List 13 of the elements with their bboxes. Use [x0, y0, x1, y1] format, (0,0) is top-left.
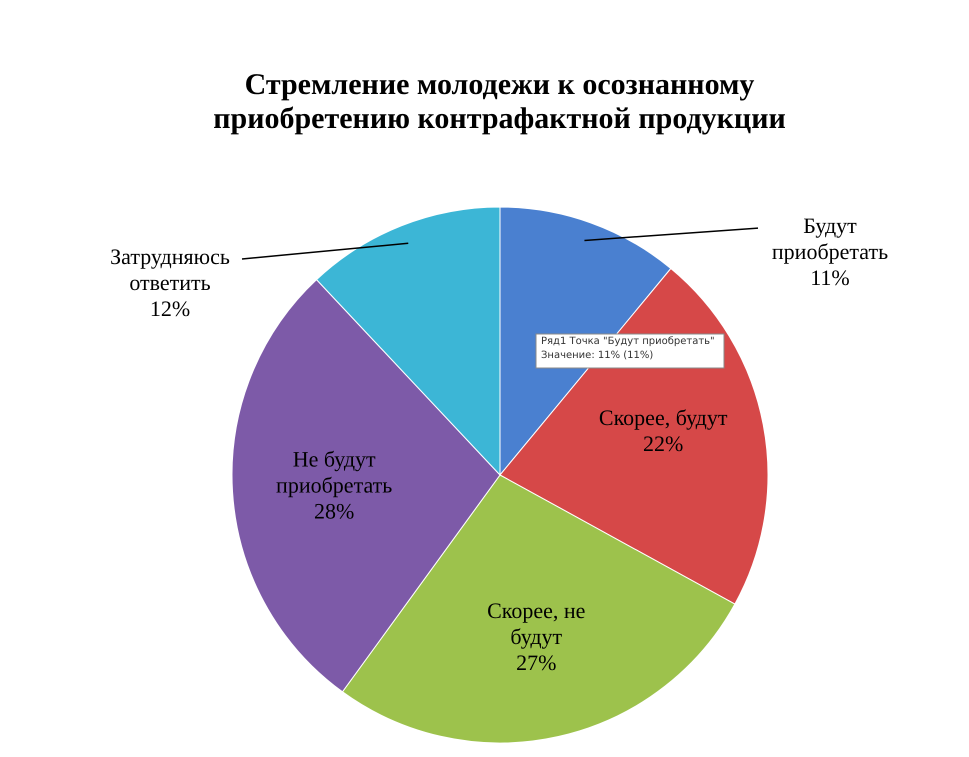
data-label: 12%: [150, 296, 190, 321]
slice-label: Не будут приобретать: [276, 446, 392, 498]
slice-label: Скорее, не будут: [487, 598, 586, 650]
slice-label: Скорее, будут: [598, 404, 728, 430]
text: Ряд1 Точка "Будут приобретать": [541, 336, 715, 347]
data-label: 28%: [314, 498, 354, 524]
slice-label: Будут приобретать: [772, 213, 888, 264]
chart-title: Стремление молодежи к осознанному приобретению контрафактной продукции: [213, 68, 786, 135]
text: Значение: 11% (11%): [541, 350, 654, 361]
data-label: 22%: [643, 430, 684, 456]
data-label: 11%: [810, 265, 850, 290]
data-label: 27%: [516, 650, 556, 676]
slice-label: Затрудняюсь ответить: [110, 244, 230, 295]
